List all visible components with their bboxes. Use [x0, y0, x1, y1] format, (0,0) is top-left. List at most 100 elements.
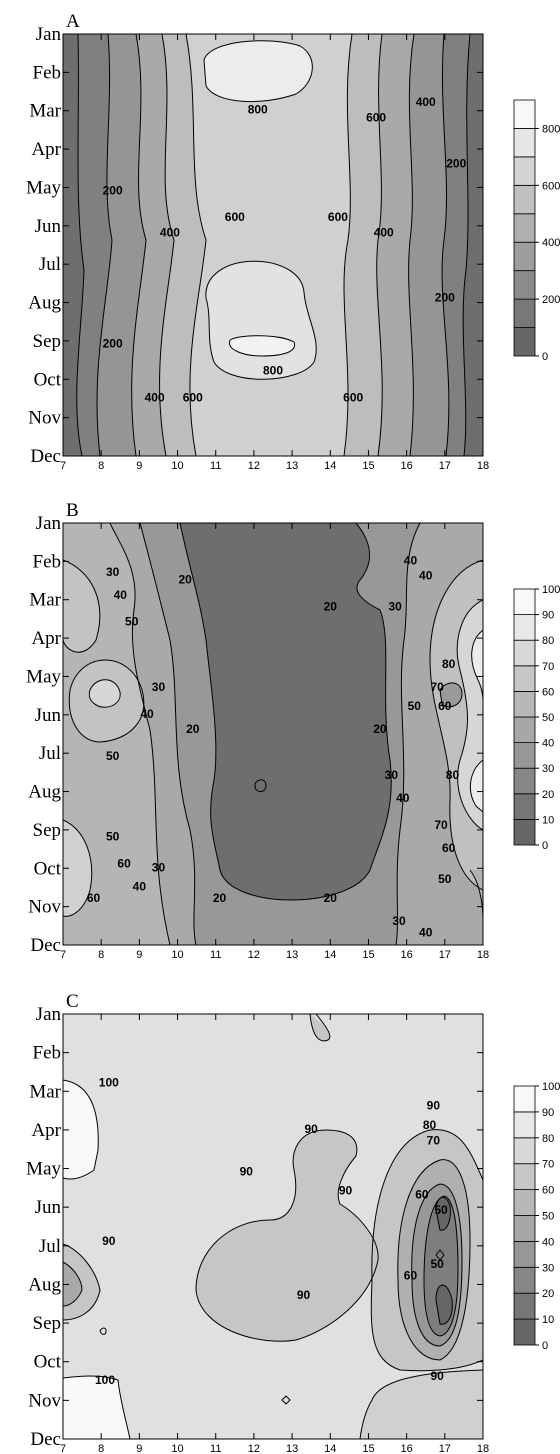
- x-tick-label: 18: [477, 949, 489, 961]
- x-tick-label: 18: [477, 460, 489, 472]
- colorbar-swatch: [513, 128, 536, 158]
- contour-label: 80: [446, 768, 460, 782]
- colorbar-tick-label: 10: [542, 814, 554, 826]
- colorbar-tick-label: 40: [542, 1236, 554, 1248]
- colorbar-tick-label: 50: [542, 1211, 554, 1223]
- x-tick-label: 13: [286, 949, 298, 961]
- month-label: Aug: [28, 782, 61, 803]
- colorbar-swatch: [513, 614, 536, 641]
- contour-label: 600: [366, 110, 386, 124]
- contour-label: 60: [415, 1188, 429, 1202]
- contour-label: 100: [99, 1076, 119, 1090]
- contour-label: 50: [434, 1203, 448, 1217]
- month-label: Mar: [29, 1081, 61, 1102]
- contour-label: 50: [438, 872, 452, 886]
- contour-label: 60: [87, 891, 101, 905]
- panel-b-ticks: [62, 522, 484, 946]
- contour-label: 20: [373, 722, 387, 736]
- month-label: Sep: [33, 820, 62, 841]
- panel-b-contour-fill: [63, 523, 483, 945]
- panel-b-month-labels: Jan Feb Mar Apr May Jun Jul Aug Sep Oct Nov Dec: [26, 513, 62, 956]
- x-tick-label: 17: [439, 949, 451, 961]
- month-label: Jul: [39, 1236, 61, 1257]
- contour-label: 400: [416, 95, 436, 109]
- contour-label: 50: [125, 615, 139, 629]
- x-tick-label: 8: [98, 460, 104, 472]
- month-label: Oct: [34, 1352, 62, 1373]
- contour-label: 20: [324, 891, 338, 905]
- contour-label: 60: [442, 841, 456, 855]
- colorbar-tick-label: 0: [542, 1340, 548, 1352]
- month-label: Aug: [28, 1274, 61, 1295]
- contour-label: 30: [392, 914, 406, 928]
- colorbar-swatch: [513, 819, 536, 846]
- contour-label: 600: [343, 390, 363, 404]
- panel-b-frame: [62, 522, 484, 946]
- contour-label: 50: [106, 830, 120, 844]
- colorbar-swatch: [513, 270, 536, 300]
- contour-label: 60: [117, 856, 131, 870]
- colorbar-tick-label: 600: [542, 180, 560, 192]
- x-tick-label: 18: [477, 1443, 489, 1454]
- panel-b-x-tick-labels: 7 8 9 10 11 12 13 14 15 16 17 18: [60, 949, 489, 961]
- month-label: Dec: [30, 935, 61, 956]
- colorbar-swatch: [513, 1189, 536, 1216]
- contour-label: 20: [186, 722, 200, 736]
- month-label: Feb: [33, 62, 62, 83]
- x-tick-label: 16: [401, 1443, 413, 1454]
- colorbar-tick-label: 30: [542, 1262, 554, 1274]
- contour-label: 20: [213, 891, 227, 905]
- x-tick-label: 10: [171, 1443, 183, 1454]
- contour-label: 50: [431, 1257, 445, 1271]
- x-tick-label: 14: [324, 1443, 336, 1454]
- colorbar-swatch: [513, 1137, 536, 1165]
- panel-a: 800 600 400 200 200 600 600 400 400 200 200 800 400 6…: [26, 11, 560, 472]
- contour-label: 800: [248, 103, 268, 117]
- x-tick-label: 13: [286, 1443, 298, 1454]
- x-tick-label: 9: [136, 949, 142, 961]
- contour-label: 80: [423, 1118, 437, 1132]
- x-tick-label: 12: [248, 949, 260, 961]
- contour-label: 90: [431, 1369, 445, 1383]
- contour-label: 200: [435, 291, 455, 305]
- colorbar-swatch: [513, 1163, 536, 1190]
- colorbar-tick-label: 40: [542, 738, 554, 750]
- colorbar-tick-label: 90: [542, 1107, 554, 1119]
- month-label: Dec: [30, 1429, 61, 1450]
- colorbar-swatch: [513, 213, 536, 243]
- colorbar-tick-label: 90: [542, 610, 554, 622]
- month-label: Oct: [34, 858, 62, 879]
- contour-label: 70: [431, 680, 445, 694]
- x-tick-label: 9: [136, 460, 142, 472]
- colorbar-tick-label: 20: [542, 1288, 554, 1300]
- x-tick-label: 8: [98, 949, 104, 961]
- contour-label: 40: [419, 569, 433, 583]
- colorbar-swatch: [513, 793, 536, 820]
- x-tick-label: 7: [60, 1443, 66, 1454]
- contour-label: 90: [297, 1288, 311, 1302]
- contour-label: 90: [240, 1164, 254, 1178]
- x-tick-label: 12: [248, 460, 260, 472]
- colorbar-swatch: [513, 639, 536, 667]
- month-label: Feb: [33, 551, 62, 572]
- colorbar-swatch: [513, 665, 536, 692]
- month-label: Jun: [35, 1197, 62, 1218]
- colorbar-tick-label: 0: [542, 351, 548, 363]
- contour-label: 400: [374, 225, 394, 239]
- colorbar-tick-label: 400: [542, 237, 560, 249]
- month-label: Apr: [31, 139, 61, 160]
- colorbar-tick-label: 100: [542, 1081, 560, 1093]
- month-label: Mar: [29, 101, 61, 122]
- panel-b-letter: B: [66, 500, 79, 521]
- contour-label: 40: [419, 925, 433, 939]
- contour-label: 90: [339, 1184, 353, 1198]
- contour-label: 200: [446, 156, 466, 170]
- contour-label: 800: [263, 364, 283, 378]
- month-label: Nov: [28, 408, 61, 429]
- x-tick-label: 16: [401, 460, 413, 472]
- month-label: May: [26, 1159, 61, 1180]
- colorbar-tick-label: 10: [542, 1314, 554, 1326]
- x-tick-label: 16: [401, 949, 413, 961]
